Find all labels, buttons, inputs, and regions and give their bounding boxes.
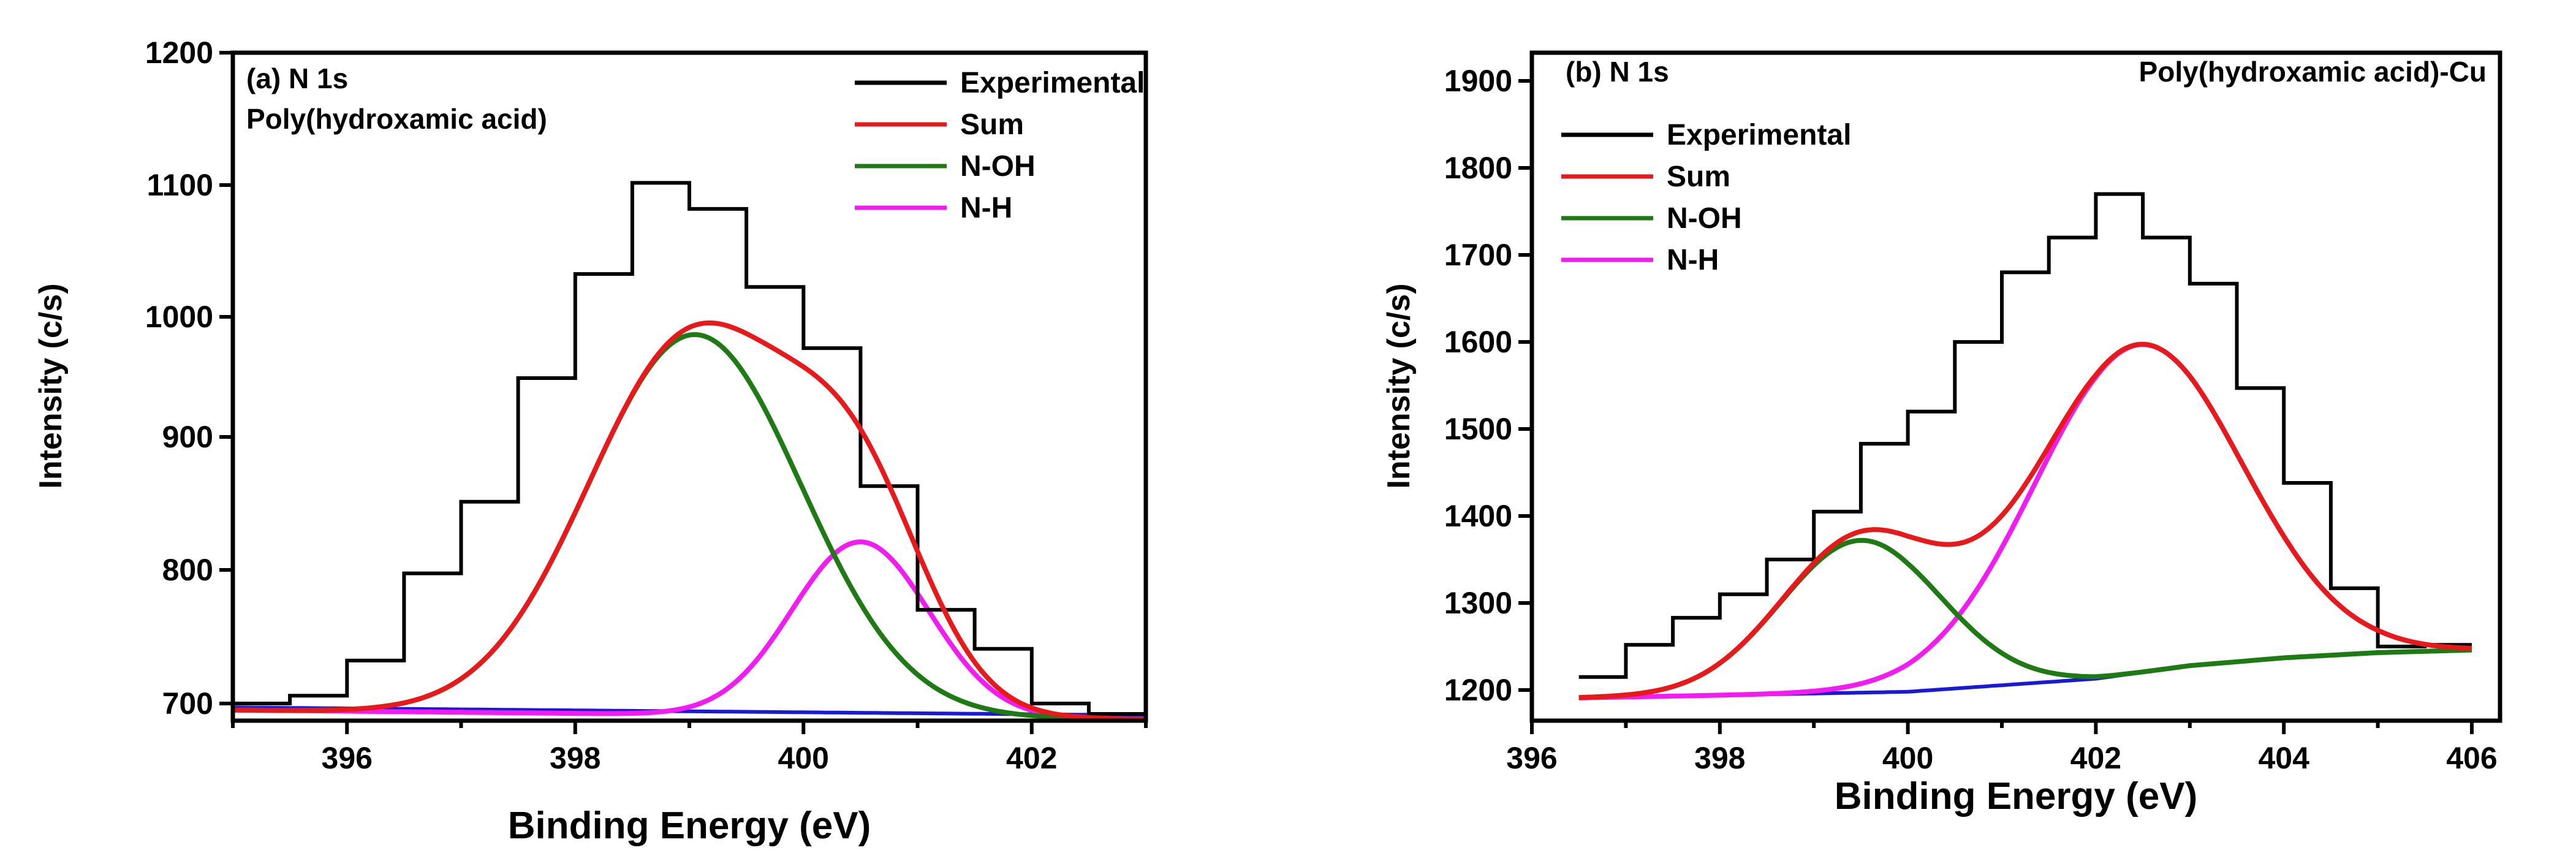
panel-b-x-axis-title: Binding Energy (eV) [1835,775,2197,817]
panel-a-n-h-line [232,539,1146,722]
panel-b-y-tick-label-1500: 1500 [1444,412,1512,446]
panel-a-legend-label-sum: Sum [960,108,1024,141]
panel-b-y-tick-label-1400: 1400 [1444,499,1512,533]
panel-a-x-tick-label-400: 400 [778,741,829,775]
panel-b-plot-frame [1529,50,2502,723]
panel-b-sample-label: Poly(hydroxamic acid)-Cu [2139,56,2487,88]
panel-b-x-tick-label-404: 404 [2258,741,2309,775]
panel-a-y-tick-label-700: 700 [162,686,213,721]
panel-b-x-tick-label-396: 396 [1506,741,1557,775]
panel-a: 396 398 400 402 700 800 900 1000 1100 1200 (a) N … [33,36,1148,847]
panel-a-y-tick-label-1000: 1000 [145,300,213,334]
panel-b-y-tick-label-1200: 1200 [1444,673,1512,707]
panel-a-legend-label-n-h: N-H [960,192,1012,224]
panel-a-legend-label-n-oh: N-OH [960,150,1036,183]
panel-a-x-tick-label-396: 396 [322,741,373,775]
panel-b-sum-line [1578,341,2472,700]
panel-b-legend: Experimental Sum N-OH N-H [1561,119,1851,276]
panel-a-y-axis-title: Intensity (c/s) [33,283,69,488]
panel-a-y-tick-label-900: 900 [162,420,213,454]
panel-a-x-axis-title: Binding Energy (eV) [508,805,871,847]
panel-a-legend-label-experimental: Experimental [960,67,1145,99]
panel-b-y-axis-title: Intensity (c/s) [1381,283,1417,488]
panel-a-label: (a) N 1s [246,63,348,94]
panel-b-ticks: 396 398 400 402 404 406 1200 1300 1400 1500 1600 17… [1444,64,2498,775]
panel-b-y-tick-label-1600: 1600 [1444,325,1512,359]
panel-a-legend: Experimental Sum N-OH N-H [855,67,1145,224]
panel-a-y-tick-label-1200: 1200 [145,36,213,70]
panel-a-x-tick-label-398: 398 [550,741,600,775]
panel-b-experimental-line [1578,192,2472,679]
panel-a-background-line [233,705,1146,718]
panel-a-sum-line [233,320,1146,722]
panel-b-legend-label-sum: Sum [1667,161,1730,193]
panel-b-x-tick-label-406: 406 [2446,741,2497,775]
panel-b-n-h-line [1578,342,2472,700]
panel-b-y-tick-label-1900: 1900 [1444,64,1512,98]
panel-a-sample-label: Poly(hydroxamic acid) [246,103,547,135]
panel-a-ticks: 396 398 400 402 700 800 900 1000 1100 1200 [145,36,1148,775]
panel-b-x-tick-label-398: 398 [1694,741,1745,775]
panel-b-y-tick-label-1700: 1700 [1444,238,1512,272]
panel-b-legend-label-n-oh: N-OH [1667,202,1742,235]
panel-a-series [232,181,1146,722]
panel-a-y-tick-label-1100: 1100 [147,168,213,202]
panel-b-label: (b) N 1s [1566,56,1669,88]
panel-b-series [1578,192,2472,700]
panel-b-y-tick-label-1800: 1800 [1444,151,1512,185]
panel-b-legend-label-experimental: Experimental [1667,119,1851,151]
panel-a-y-tick-label-800: 800 [162,553,213,587]
panel-a-experimental-line [233,181,1146,716]
panel-a-x-tick-label-402: 402 [1006,741,1057,775]
panel-b-x-tick-label-400: 400 [1882,741,1933,775]
panel-b-x-tick-label-402: 402 [2070,741,2121,775]
panel-b-legend-label-n-h: N-H [1667,244,1719,276]
panel-b: 396 398 400 402 404 406 1200 1300 1400 1500 1600 17… [1381,50,2502,817]
panel-b-y-tick-label-1300: 1300 [1444,586,1512,620]
